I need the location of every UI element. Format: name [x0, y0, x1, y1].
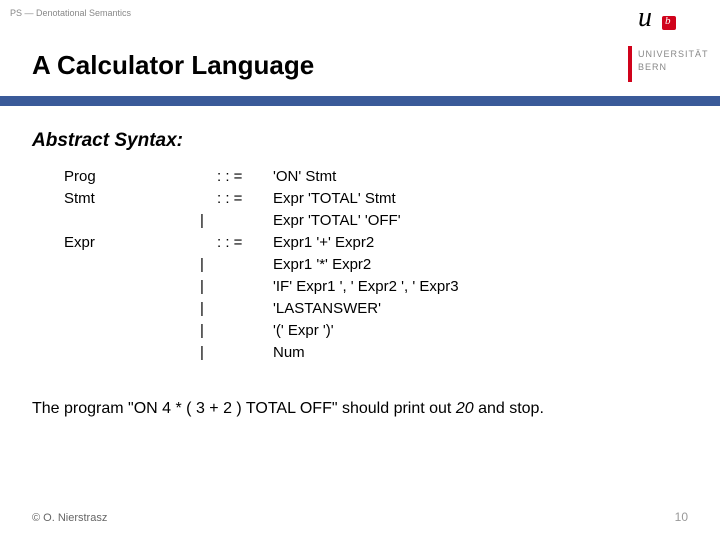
grammar-def: [217, 320, 273, 342]
grammar-rhs: 'ON' Stmt: [273, 166, 459, 188]
grammar-def: : : =: [217, 166, 273, 188]
grammar-rhs: Expr1 '*' Expr2: [273, 254, 459, 276]
grammar-rhs: Num: [273, 342, 459, 364]
example-sentence: The program "ON 4 * ( 3 + 2 ) TOTAL OFF"…: [32, 400, 688, 418]
grammar-row: | Expr 'TOTAL' 'OFF': [32, 210, 459, 232]
grammar-sep: [187, 166, 217, 188]
grammar-sep: |: [187, 320, 217, 342]
grammar-def: [217, 342, 273, 364]
blue-divider: [0, 96, 720, 106]
grammar-def: : : =: [217, 188, 273, 210]
content-area: Abstract Syntax: Prog : : = 'ON' Stmt St…: [32, 130, 688, 364]
grammar-row: | '(' Expr ')': [32, 320, 459, 342]
grammar-lhs: [32, 210, 187, 232]
section-heading: Abstract Syntax:: [32, 130, 688, 152]
grammar-def: [217, 210, 273, 232]
grammar-lhs: Prog: [32, 166, 187, 188]
grammar-row: Stmt : : = Expr 'TOTAL' Stmt: [32, 188, 459, 210]
grammar-rhs: Expr 'TOTAL' Stmt: [273, 188, 459, 210]
grammar-lhs: Expr: [32, 232, 187, 254]
logo-u-glyph: u: [638, 2, 652, 34]
logo-b-badge: [662, 16, 676, 30]
logo-line1: UNIVERSITÄT: [638, 49, 709, 59]
logo-university-text: UNIVERSITÄT BERN: [638, 48, 709, 73]
grammar-row: Expr : : = Expr1 '+' Expr2: [32, 232, 459, 254]
example-post: and stop.: [474, 400, 544, 417]
grammar-lhs: Stmt: [32, 188, 187, 210]
grammar-def: [217, 254, 273, 276]
example-pre: The program "ON 4 * ( 3 + 2 ) TOTAL OFF"…: [32, 400, 456, 417]
grammar-lhs: [32, 342, 187, 364]
grammar-lhs: [32, 320, 187, 342]
grammar-lhs: [32, 276, 187, 298]
grammar-row: Prog : : = 'ON' Stmt: [32, 166, 459, 188]
grammar-row: | Expr1 '*' Expr2: [32, 254, 459, 276]
grammar-rhs: 'LASTANSWER': [273, 298, 459, 320]
logo-line2: BERN: [638, 62, 667, 72]
grammar-row: | Num: [32, 342, 459, 364]
grammar-sep: |: [187, 298, 217, 320]
grammar-row: | 'LASTANSWER': [32, 298, 459, 320]
footer-page-number: 10: [675, 510, 688, 524]
grammar-def: [217, 276, 273, 298]
grammar-def: [217, 298, 273, 320]
grammar-sep: |: [187, 276, 217, 298]
course-label: PS — Denotational Semantics: [10, 8, 131, 18]
grammar-sep: |: [187, 210, 217, 232]
grammar-rhs: Expr1 '+' Expr2: [273, 232, 459, 254]
grammar-sep: [187, 188, 217, 210]
grammar-sep: |: [187, 342, 217, 364]
grammar-lhs: [32, 254, 187, 276]
grammar-rhs: 'IF' Expr1 ', ' Expr2 ', ' Expr3: [273, 276, 459, 298]
slide-title: A Calculator Language: [32, 50, 314, 81]
grammar-table: Prog : : = 'ON' Stmt Stmt : : = Expr 'TO…: [32, 166, 459, 364]
grammar-rhs: Expr 'TOTAL' 'OFF': [273, 210, 459, 232]
example-emph: 20: [456, 400, 474, 417]
grammar-sep: [187, 232, 217, 254]
logo-red-bar: [628, 46, 632, 82]
grammar-sep: |: [187, 254, 217, 276]
university-logo: u UNIVERSITÄT BERN: [602, 2, 702, 92]
grammar-row: | 'IF' Expr1 ', ' Expr2 ', ' Expr3: [32, 276, 459, 298]
grammar-rhs: '(' Expr ')': [273, 320, 459, 342]
footer-copyright: © O. Nierstrasz: [32, 512, 107, 524]
grammar-lhs: [32, 298, 187, 320]
grammar-def: : : =: [217, 232, 273, 254]
